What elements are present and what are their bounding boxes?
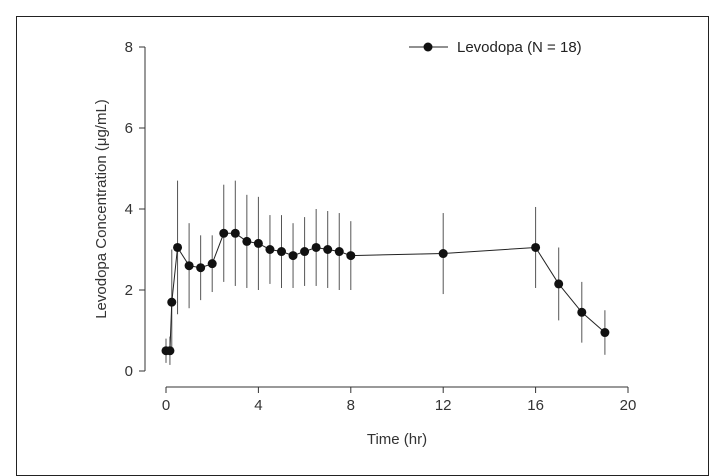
data-point [207,259,217,269]
y-axis-title: Levodopa Concentration (μg/mL) [93,99,110,319]
data-point [577,307,587,317]
data-point [167,297,177,307]
y-tick-label: 6 [125,120,133,137]
x-tick-label: 20 [620,397,637,414]
x-tick-label: 4 [254,397,262,414]
data-point [219,228,229,238]
figure-frame [16,16,709,476]
legend-marker [423,42,433,52]
axes [144,47,628,388]
data-point [253,238,263,248]
data-point [438,249,448,259]
legend: Levodopa (N = 18) [409,39,582,56]
data-point [554,279,564,289]
data-point [323,245,333,254]
x-ticks: 0 4 8 12 16 20 [162,387,637,414]
data-point [334,247,344,257]
data-point [230,228,240,238]
data-point [242,236,252,246]
data-point [184,261,194,271]
data-point [300,247,310,257]
data-point [288,251,298,261]
y-tick-label: 4 [125,201,133,218]
y-tick-label: 0 [125,363,133,380]
x-tick-label: 8 [347,397,355,414]
data-point [346,251,356,261]
data-point [277,247,286,257]
y-ticks: 0 2 4 6 8 [125,39,145,380]
data-point [265,245,275,254]
y-tick-label: 8 [125,39,133,56]
y-tick-label: 2 [125,282,133,299]
x-tick-label: 16 [527,397,544,414]
data-point [600,328,610,338]
x-tick-label: 0 [162,397,170,414]
x-tick-label: 12 [435,397,452,414]
data-point [165,346,175,356]
data-point [531,242,541,252]
data-point [311,242,321,252]
data-points [161,228,610,356]
x-axis-title: Time (hr) [367,431,427,448]
legend-label: Levodopa (N = 18) [457,39,582,56]
data-point [173,242,183,252]
series-line [166,232,606,352]
error-bars [165,180,606,365]
data-point [196,263,206,273]
